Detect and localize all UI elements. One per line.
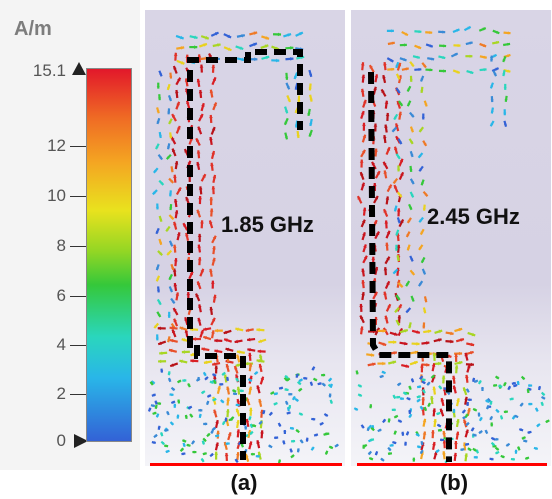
colorbar-max-label: 15.1 <box>32 61 66 80</box>
antenna-surface-current-b <box>353 25 550 464</box>
current-path-b <box>368 71 452 462</box>
colorbar-gradient <box>86 68 132 442</box>
current-distribution-panel-a: 1.85 GHz <box>145 10 345 466</box>
tick-label-6: 6 <box>56 286 66 305</box>
min-marker-icon <box>74 434 88 448</box>
frequency-label-b: 2.45 GHz <box>427 204 520 229</box>
tick-mark <box>70 246 86 247</box>
ground-plane-line-a <box>150 463 342 466</box>
current-path-a-lower <box>194 345 246 460</box>
ground-plane-line-b <box>357 463 547 466</box>
colorbar-unit: A/m <box>14 18 52 40</box>
tick-mark <box>70 146 86 147</box>
current-path-a <box>187 49 303 348</box>
tick-mark <box>70 394 86 395</box>
frequency-label-a: 1.85 GHz <box>221 212 314 237</box>
panel-caption-a: (a) <box>230 470 258 495</box>
tick-label-10: 10 <box>47 186 66 205</box>
tick-label-12: 12 <box>47 136 66 155</box>
tick-mark <box>70 345 86 346</box>
current-arrows-b <box>353 25 550 464</box>
tick-label-8: 8 <box>56 236 66 255</box>
colorbar-legend: A/m 15.1 12 10 8 6 4 2 0 <box>0 0 140 470</box>
tick-mark <box>70 296 86 297</box>
max-marker-icon <box>72 62 86 75</box>
tick-label-0: 0 <box>56 431 66 450</box>
tick-label-2: 2 <box>56 384 66 403</box>
tick-mark <box>70 196 86 197</box>
antenna-surface-current-a <box>147 31 339 464</box>
tick-label-4: 4 <box>56 335 66 354</box>
panel-caption-b: (b) <box>439 470 469 495</box>
current-distribution-panel-b: 2.45 GHz <box>351 10 551 466</box>
